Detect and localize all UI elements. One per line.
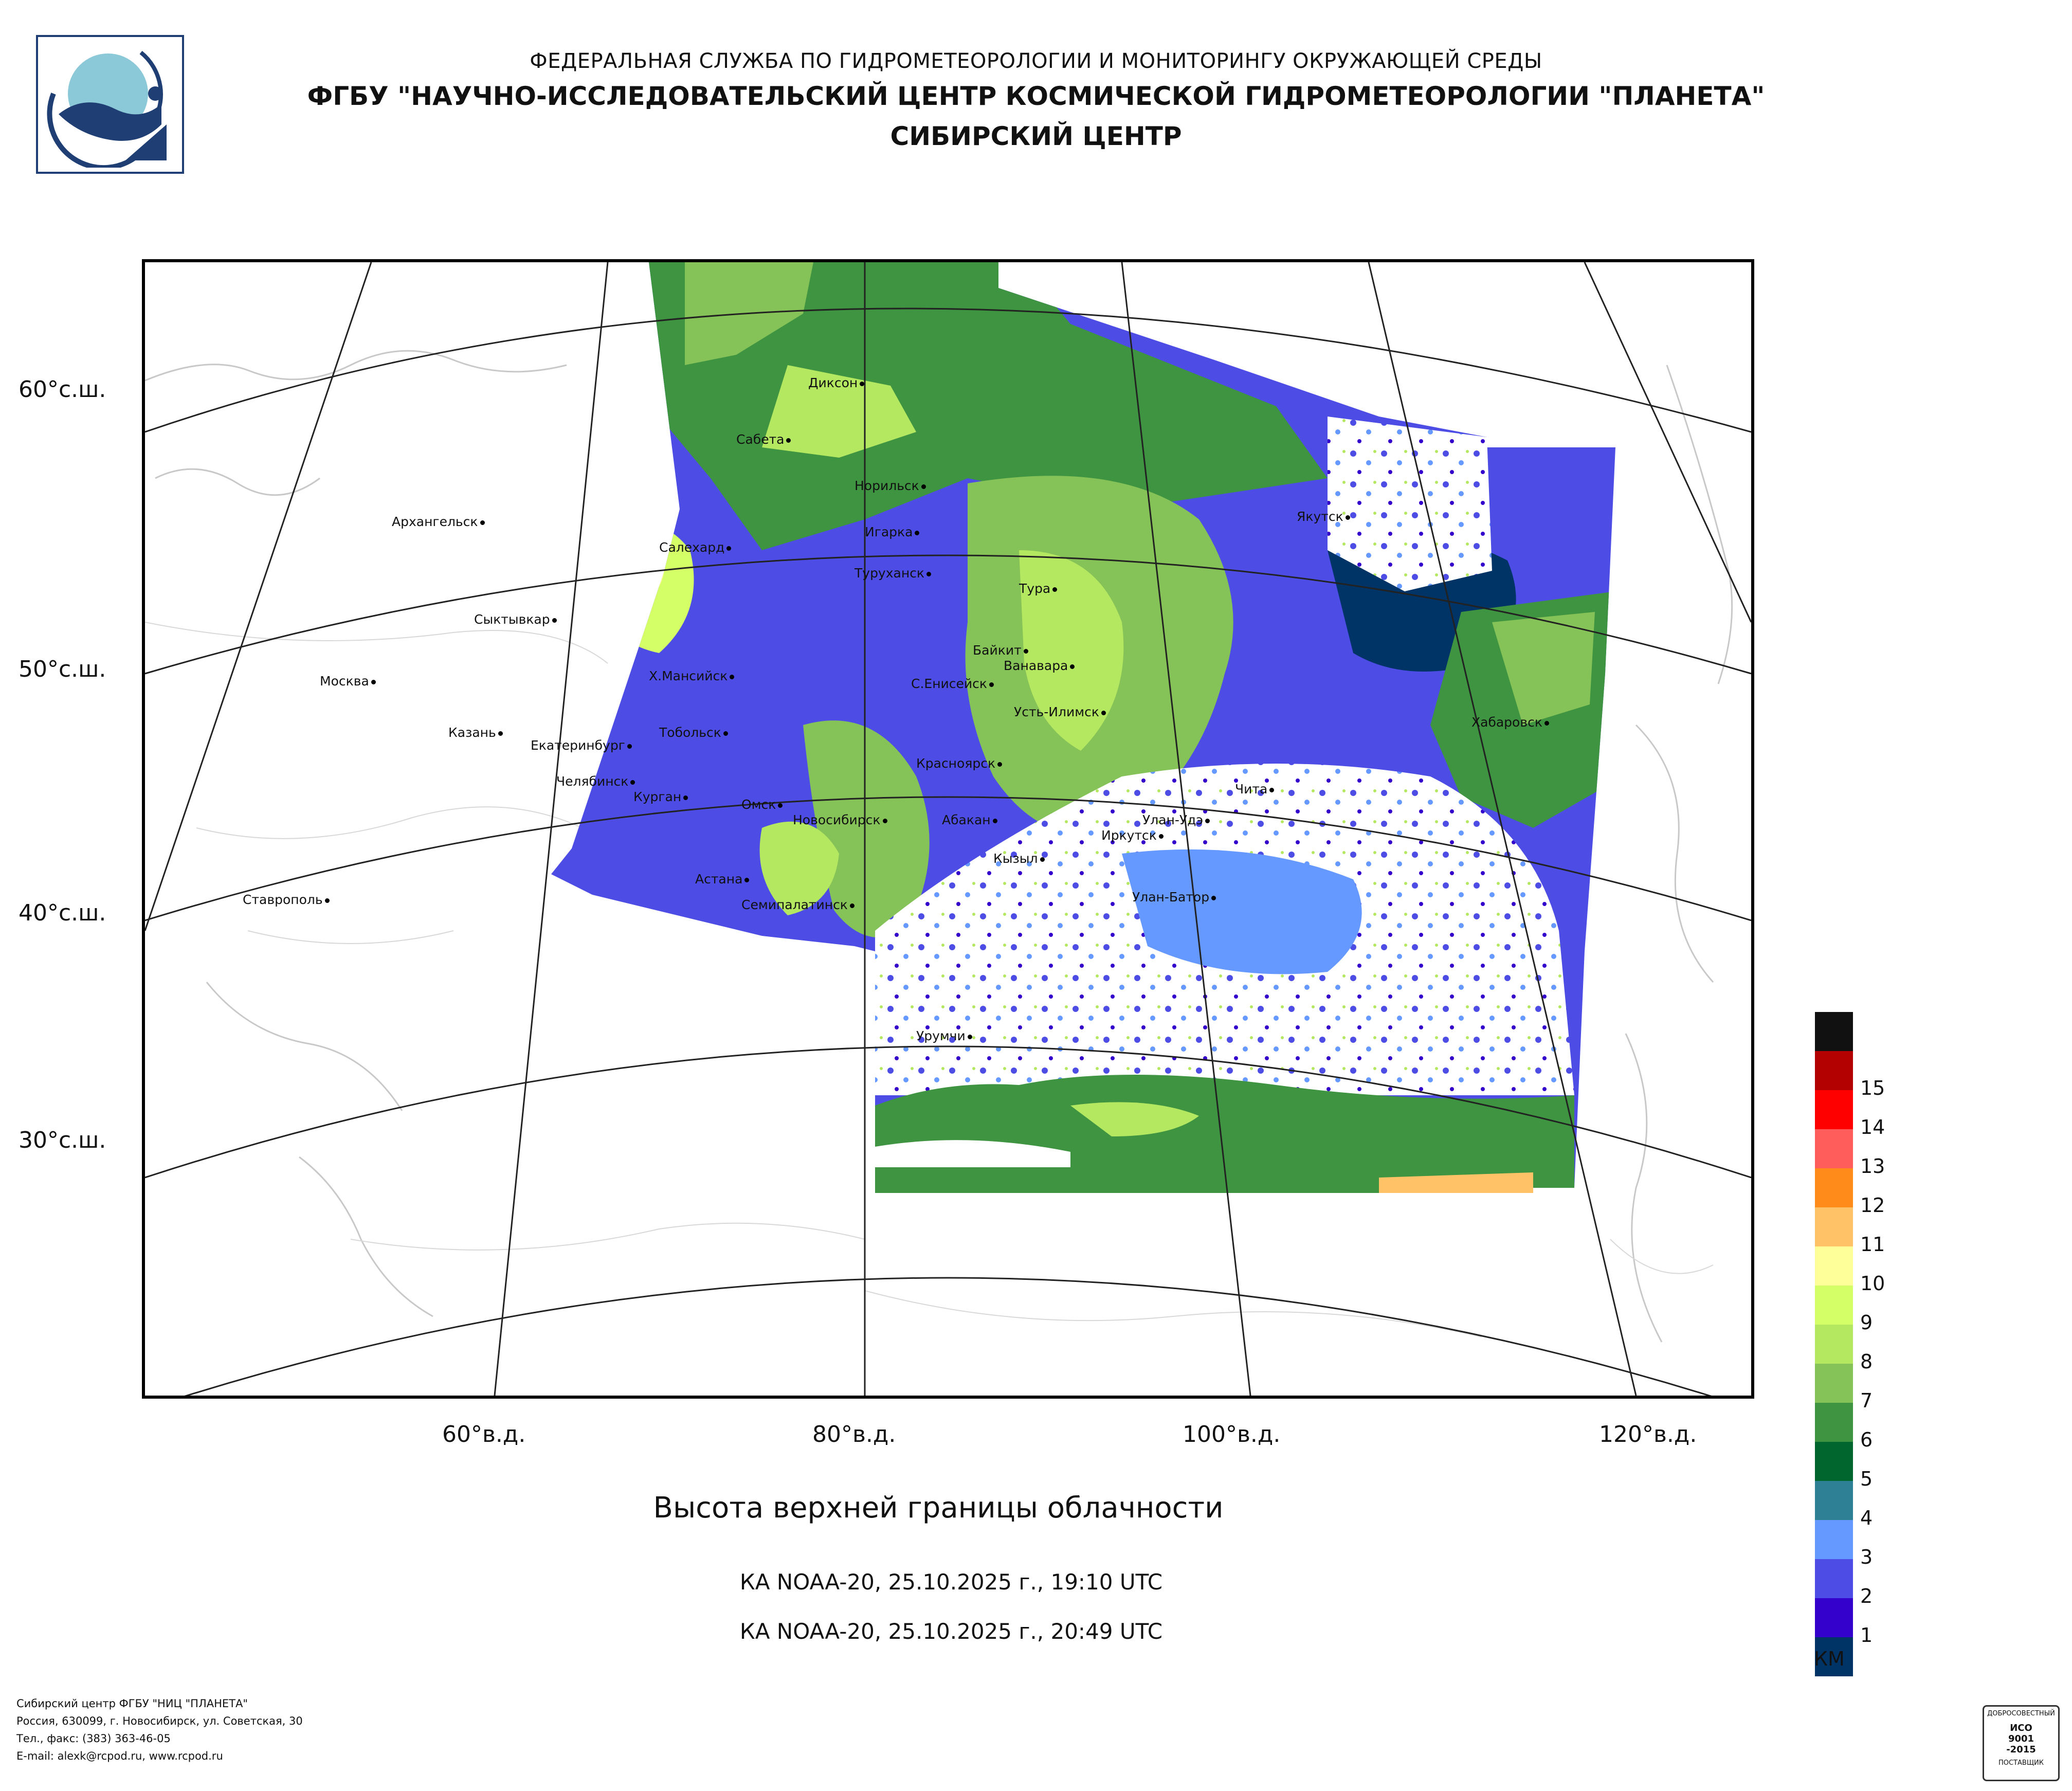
legend-swatch: [1815, 1012, 1853, 1051]
lat-label-30: 30°с.ш.: [19, 1127, 106, 1153]
city-s-eniseysk: С.Енисейск: [911, 676, 994, 691]
city-khabarovsk: Хабаровск: [1471, 715, 1549, 730]
lat-label-50: 50°с.ш.: [19, 656, 106, 682]
legend-swatch: [1815, 1520, 1853, 1559]
legend-label: 6: [1860, 1428, 1873, 1451]
header-agency: ФЕДЕРАЛЬНАЯ СЛУЖБА ПО ГИДРОМЕТЕОРОЛОГИИ …: [530, 49, 1542, 73]
city-ekaterinburg: Екатеринбург: [531, 738, 632, 753]
city-yakutsk: Якутск: [1297, 509, 1350, 524]
city-kazan: Казань: [448, 725, 503, 740]
legend-swatch: [1815, 1286, 1853, 1325]
city-dikson: Диксон: [808, 375, 865, 390]
city-norilsk: Норильск: [855, 478, 926, 493]
city-irkutsk: Иркутск: [1101, 828, 1164, 843]
map-graphics: [145, 262, 1751, 1396]
city-chita: Чита: [1235, 782, 1275, 797]
city-astana: Астана: [695, 872, 750, 887]
city-turukhansk: Туруханск: [855, 566, 932, 581]
lon-label-120: 120°в.д.: [1599, 1421, 1697, 1448]
pass-2: КА NOAA-20, 25.10.2025 г., 20:49 UTC: [739, 1619, 1163, 1644]
header-institute: ФГБУ "НАУЧНО-ИССЛЕДОВАТЕЛЬСКИЙ ЦЕНТР КОС…: [307, 81, 1765, 111]
city-kyzyl: Кызыл: [993, 851, 1045, 866]
height-legend: [1815, 1012, 1853, 1676]
city-sabeta: Сабета: [736, 432, 791, 447]
city-ulan-bator: Улан-Батор: [1132, 890, 1216, 904]
city-baykit: Байкит: [973, 643, 1028, 658]
legend-swatch: [1815, 1246, 1853, 1286]
iso-bottom-text: ПОСТАВЩИК: [1998, 1759, 2044, 1767]
lat-label-60: 60°с.ш.: [19, 376, 106, 403]
legend-swatch: [1815, 1168, 1853, 1207]
legend-swatch: [1815, 1364, 1853, 1403]
legend-label: 12: [1860, 1194, 1885, 1217]
city-arkhangelsk: Архангельск: [392, 514, 485, 529]
legend-label: 2: [1860, 1585, 1873, 1607]
legend-label: 10: [1860, 1272, 1885, 1295]
city-chelyabinsk: Челябинск: [556, 774, 635, 789]
cloud-top-height-map: Диксон Сабета Норильск Игарка Салехард Т…: [142, 259, 1754, 1399]
legend-swatch: [1815, 1090, 1853, 1129]
legend-swatch: [1815, 1637, 1853, 1676]
legend-swatch: [1815, 1403, 1853, 1442]
legend-label: 1: [1860, 1624, 1873, 1647]
city-urumchi: Урумчи: [916, 1028, 972, 1043]
city-tobolsk: Тобольск: [659, 725, 728, 740]
city-stavropol: Ставрополь: [243, 892, 330, 907]
map-caption: Высота верхней границы облачности: [653, 1491, 1224, 1525]
city-semipalatinsk: Семипалатинск: [741, 897, 855, 912]
city-ust-ilimsk: Усть-Илимск: [1014, 704, 1106, 719]
legend-swatch: [1815, 1481, 1853, 1520]
legend-unit: КМ: [1814, 1648, 1845, 1670]
legend-swatch: [1815, 1559, 1853, 1598]
legend-label: 13: [1860, 1155, 1885, 1178]
lon-label-80: 80°в.д.: [812, 1421, 896, 1448]
legend-label: 8: [1860, 1350, 1873, 1373]
legend-label: 9: [1860, 1311, 1873, 1334]
city-abakan: Абакан: [942, 812, 997, 827]
legend-swatch: [1815, 1598, 1853, 1637]
iso-line3: -2015: [2006, 1744, 2036, 1755]
legend-swatch: [1815, 1051, 1853, 1090]
city-tura: Тура: [1019, 581, 1058, 596]
iso-line2: 9001: [2008, 1733, 2034, 1744]
legend-label: 7: [1860, 1389, 1873, 1412]
footer-address: Россия, 630099, г. Новосибирск, ул. Сове…: [16, 1715, 303, 1727]
city-omsk: Омск: [741, 797, 783, 812]
city-igarka: Игарка: [865, 524, 920, 539]
city-moskva: Москва: [320, 674, 376, 689]
city-kurgan: Курган: [633, 789, 688, 804]
legend-label: 15: [1860, 1077, 1885, 1099]
legend-label: 4: [1860, 1507, 1873, 1529]
city-vanavara: Ванавара: [1004, 658, 1075, 673]
planeta-logo-icon: [36, 35, 184, 174]
legend-swatch: [1815, 1207, 1853, 1246]
legend-label: 5: [1860, 1468, 1873, 1490]
iso-top-text: ДОБРОСОВЕСТНЫЙ: [1987, 1710, 2055, 1717]
header-center: СИБИРСКИЙ ЦЕНТР: [890, 121, 1182, 151]
iso-line1: ИСО: [2010, 1723, 2032, 1733]
iso-certificate-badge: ДОБРОСОВЕСТНЫЙ ИСО 9001 -2015 ПОСТАВЩИК: [1983, 1705, 2060, 1781]
city-salekhard: Салехард: [659, 540, 732, 555]
city-syktyvkar: Сыктывкар: [474, 612, 557, 627]
pass-1: КА NOAA-20, 25.10.2025 г., 19:10 UTC: [739, 1569, 1163, 1595]
footer-phone: Тел., факс: (383) 363-46-05: [16, 1732, 171, 1745]
lon-label-100: 100°в.д.: [1183, 1421, 1281, 1448]
city-khmansiysk: Х.Мансийск: [649, 668, 735, 683]
footer-org: Сибирский центр ФГБУ "НИЦ "ПЛАНЕТА": [16, 1697, 248, 1710]
legend-label: 11: [1860, 1233, 1885, 1256]
legend-label: 3: [1860, 1546, 1873, 1568]
city-ulan-ude: Улан-Удэ: [1142, 812, 1210, 827]
city-novosibirsk: Новосибирск: [793, 812, 887, 827]
lon-label-60: 60°в.д.: [442, 1421, 526, 1448]
city-krasnoyarsk: Красноярск: [916, 756, 1003, 771]
legend-swatch: [1815, 1129, 1853, 1168]
legend-swatch: [1815, 1325, 1853, 1364]
footer-email: E-mail: alexk@rcpod.ru, www.rcpod.ru: [16, 1750, 223, 1762]
footer-contacts: Сибирский центр ФГБУ "НИЦ "ПЛАНЕТА" Росс…: [16, 1695, 303, 1765]
legend-label: 14: [1860, 1116, 1885, 1138]
lat-label-40: 40°с.ш.: [19, 900, 106, 926]
legend-swatch: [1815, 1442, 1853, 1481]
